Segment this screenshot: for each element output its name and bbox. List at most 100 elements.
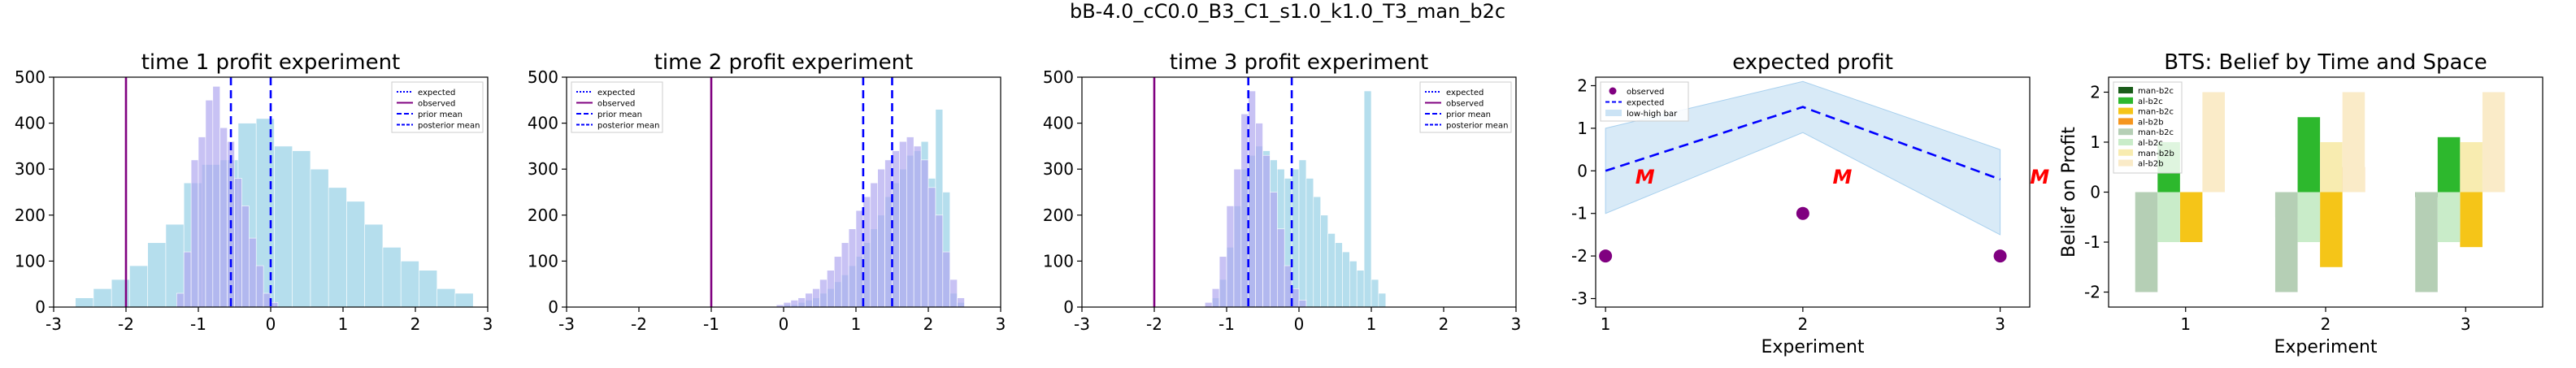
y-tick-label: 200 (1043, 206, 1074, 225)
x-tick-label: 1 (2180, 314, 2191, 334)
chart-title: time 2 profit experiment (654, 50, 914, 75)
legend-label: man-b2c (2138, 87, 2174, 96)
y-tick-label: 1 (1577, 119, 1588, 138)
x-tick-label: 0 (779, 314, 789, 334)
x-tick-label: 1 (1601, 314, 1611, 334)
posterior-hist-bar (129, 265, 148, 308)
posterior-hist-bar (328, 187, 347, 308)
x-tick-label: -2 (631, 314, 647, 334)
m-marker: M (1832, 166, 1852, 188)
x-tick-label: 3 (2461, 314, 2471, 334)
y-tick-label: 200 (528, 206, 558, 225)
x-tick-label: 3 (996, 314, 1006, 334)
prior-hist-bar (198, 136, 206, 308)
legend-swatch (2118, 159, 2133, 167)
prior-hist-bar (263, 292, 272, 308)
prior-hist-bar (248, 237, 257, 308)
y-tick-label: 0 (1063, 297, 1074, 317)
y-axis-label: Belief on Profit (2059, 127, 2079, 258)
x-tick-label: 3 (1995, 314, 2005, 334)
prior-hist-bar (234, 178, 242, 308)
y-tick-label: 100 (15, 251, 46, 271)
posterior-hist-bar (1313, 196, 1322, 308)
prior-hist-bar (892, 150, 900, 308)
prior-hist-bar (1233, 168, 1242, 308)
belief-bar (2437, 192, 2461, 243)
belief-bar (2179, 192, 2203, 243)
legend-label: expected (597, 89, 635, 97)
chart-title: expected profit (1732, 50, 1893, 75)
prior-hist-bar (1211, 288, 1220, 308)
posterior-hist-bar (419, 270, 438, 308)
posterior-hist-bar (1356, 270, 1365, 308)
legend-label: al-b2b (2138, 160, 2164, 169)
prior-hist-bar (1262, 154, 1271, 308)
legend-label: low-high bar (1627, 110, 1678, 119)
legend-label: observed (1627, 88, 1664, 97)
observed-point (1993, 249, 2007, 263)
belief-bar (2135, 192, 2158, 292)
prior-hist-bar (942, 251, 951, 308)
belief-bar (2320, 192, 2343, 267)
posterior-hist-bar (93, 288, 112, 308)
legend-label: expected (1627, 99, 1664, 108)
belief-bar (2342, 92, 2365, 193)
x-tick-label: -3 (1074, 314, 1090, 334)
prior-hist-bar (241, 206, 250, 308)
legend-label: man-b2c (2138, 128, 2174, 137)
belief-bar (2297, 192, 2321, 243)
prior-hist-bar (190, 159, 199, 308)
prior-hist-bar (957, 297, 965, 308)
x-tick-label: 2 (1797, 314, 1808, 334)
prior-hist-bar (783, 302, 792, 308)
m-marker: M (2030, 166, 2049, 188)
legend-swatch (2118, 139, 2133, 145)
legend-label: man-b2c (2138, 108, 2174, 117)
posterior-hist-bar (400, 261, 419, 308)
chart-title: time 1 profit experiment (141, 50, 401, 75)
legend-swatch (2118, 149, 2133, 156)
prior-hist-bar (920, 159, 929, 308)
prior-hist-bar (790, 300, 799, 308)
prior-hist-bar (1277, 228, 1285, 308)
legend-swatch (1605, 110, 1622, 116)
prior-hist-bar (1240, 113, 1249, 308)
prior-hist-bar (219, 127, 228, 308)
prior-hist-bar (1291, 288, 1300, 308)
prior-hist-bar (797, 297, 806, 308)
x-tick-label: 3 (483, 314, 493, 334)
prior-hist-bar (935, 214, 944, 308)
belief-bar (2415, 192, 2438, 292)
posterior-hist-bar (346, 201, 366, 308)
chart-legend: man-b2cal-b2cman-b2cal-b2bman-b2cal-b2cm… (2113, 81, 2183, 174)
belief-bar (2297, 117, 2321, 193)
legend-swatch (2118, 97, 2133, 104)
y-tick-label: -2 (1571, 246, 1588, 266)
y-tick-label: 400 (1043, 114, 1074, 133)
prior-hist-bar (1218, 256, 1227, 308)
histogram-panel-3: time 3 profit experiment -3 -2 -1 0 1 2 3 0 100 20… (1043, 50, 1522, 334)
y-tick-label: -3 (1571, 289, 1588, 309)
x-tick-label: -1 (703, 314, 719, 334)
posterior-hist-bar (292, 150, 311, 308)
y-tick-label: 300 (528, 159, 558, 179)
chart-title: time 3 profit experiment (1170, 50, 1429, 75)
y-tick-label: 500 (15, 67, 46, 87)
x-tick-label: -1 (1218, 314, 1235, 334)
histogram-panel-2: time 2 profit experiment -3 -2 -1 0 1 2 3 0 100 20… (528, 50, 1006, 334)
prior-hist-bar (255, 265, 264, 308)
y-tick-label: 0 (35, 297, 46, 317)
prior-hist-bar (855, 210, 864, 308)
chart-panels: time 1 profit experiment-3 -2 -1 0 1 2 3010020… (15, 50, 2543, 357)
observed-point (1599, 249, 1613, 263)
prior-hist-bar (812, 288, 820, 308)
y-tick-label: 0 (1577, 161, 1588, 180)
prior-hist-bar (1298, 300, 1307, 308)
legend-label: observed (1446, 100, 1483, 109)
legend-label: al-b2b (2138, 118, 2164, 127)
prior-hist-bar (1284, 265, 1292, 308)
y-tick-label: 2 (1577, 76, 1588, 95)
y-tick-label: 2 (2090, 82, 2100, 102)
prior-hist-bar (1226, 206, 1235, 308)
